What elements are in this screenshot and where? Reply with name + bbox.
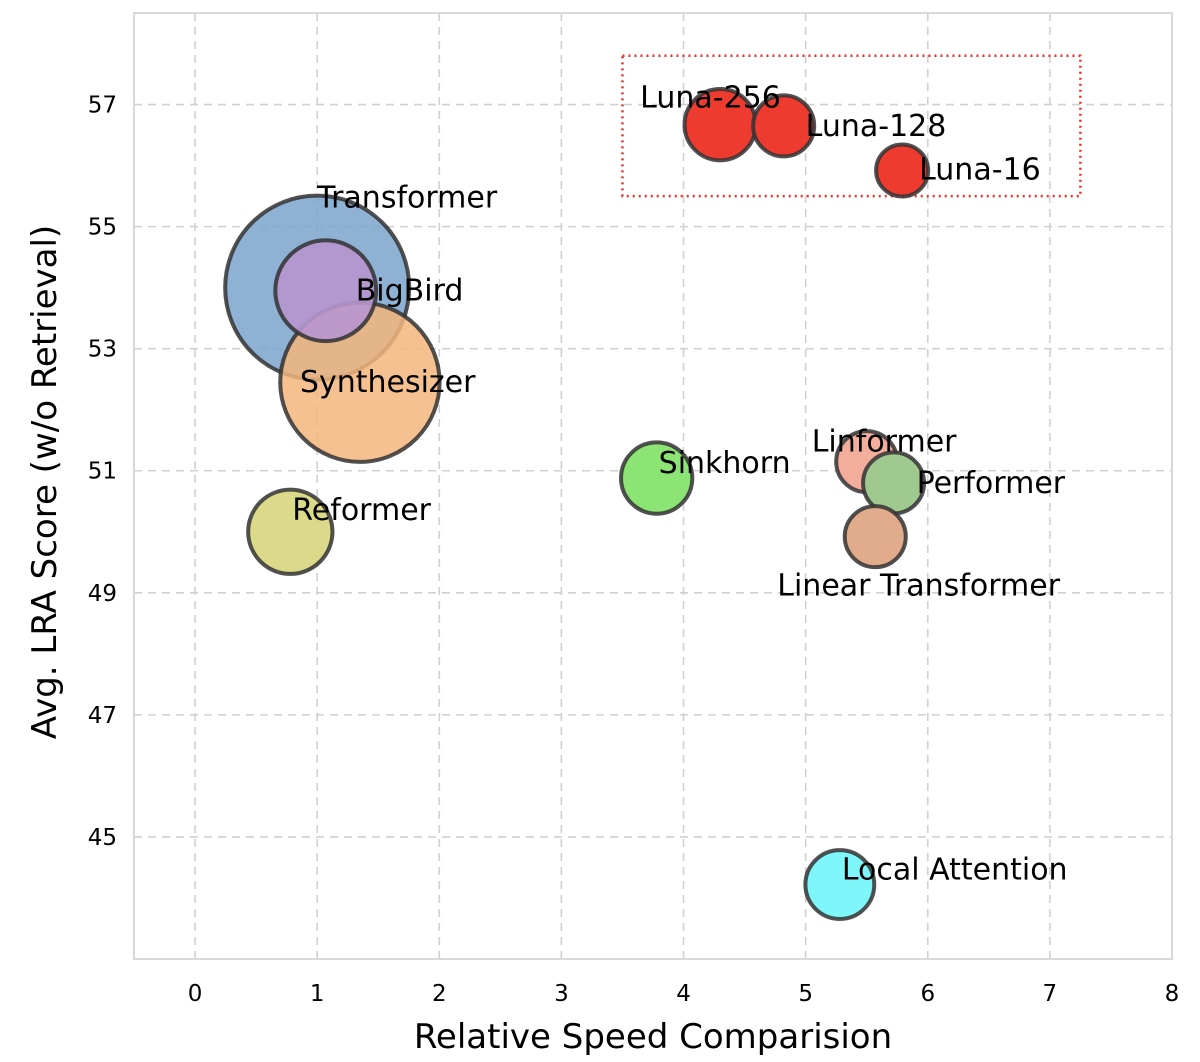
- label-sinkhorn: Sinkhorn: [659, 446, 791, 481]
- x-tick-label: 4: [676, 981, 691, 1007]
- x-tick-label: 6: [920, 981, 935, 1007]
- x-tick-label: 2: [432, 981, 447, 1007]
- y-tick-label: 51: [88, 459, 117, 485]
- label-linformer: Linformer: [812, 425, 957, 460]
- x-tick-label: 0: [188, 981, 203, 1007]
- bubble-bigbird: [273, 238, 379, 344]
- bubble-luna-128: [751, 93, 817, 159]
- label-luna-16: Luna-16: [919, 152, 1041, 187]
- y-tick-label: 53: [88, 337, 117, 363]
- x-tick-label: 5: [798, 981, 813, 1007]
- label-reformer: Reformer: [292, 493, 431, 528]
- bubble-sinkhorn: [619, 440, 695, 516]
- bubble-local-attention: [803, 848, 877, 921]
- y-tick-label: 57: [88, 93, 117, 119]
- label-transformer: Transformer: [316, 181, 498, 216]
- bubble-luna-16: [874, 142, 931, 199]
- label-luna-128: Luna-128: [806, 109, 947, 144]
- label-linear-transformer: Linear Transformer: [777, 569, 1060, 604]
- plot-frame: [133, 12, 1173, 960]
- label-luna-256: Luna-256: [640, 81, 781, 116]
- x-tick-label: 7: [1043, 981, 1058, 1007]
- y-tick-label: 49: [88, 581, 117, 607]
- label-synthesizer: Synthesizer: [300, 365, 476, 400]
- bubble-linear-transformer: [842, 504, 908, 570]
- x-axis-label: Relative Speed Comparision: [414, 1017, 892, 1057]
- x-tick-label: 1: [310, 981, 325, 1007]
- y-tick-label: 45: [88, 825, 117, 851]
- label-bigbird: BigBird: [356, 274, 464, 309]
- y-axis-label: Avg. LRA Score (w/o Retrieval): [25, 225, 65, 739]
- label-local-attention: Local Attention: [842, 853, 1068, 888]
- x-tick-label: 8: [1165, 981, 1180, 1007]
- x-tick-label: 3: [554, 981, 569, 1007]
- label-performer: Performer: [917, 466, 1066, 501]
- y-tick-label: 47: [88, 703, 117, 729]
- highlight-box: [621, 54, 1082, 198]
- bubble-reformer: [246, 487, 335, 576]
- y-tick-label: 55: [88, 215, 117, 241]
